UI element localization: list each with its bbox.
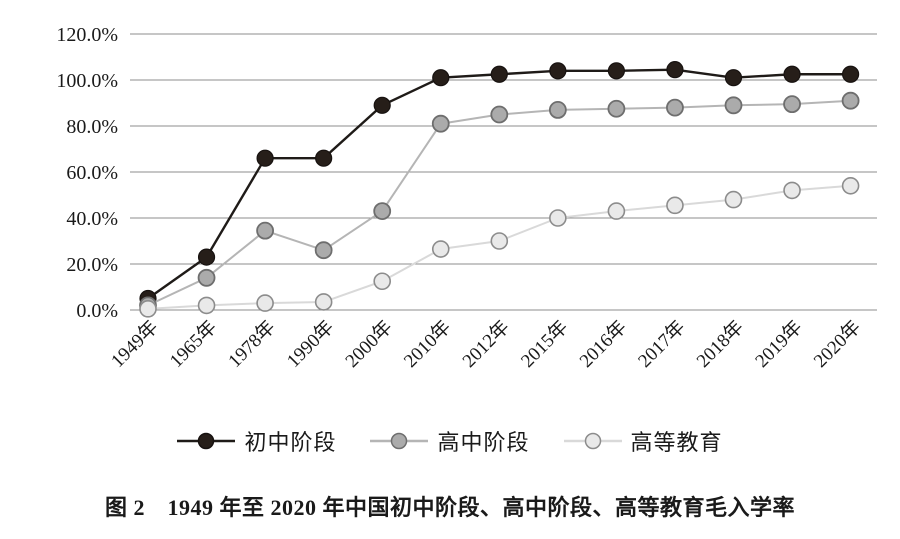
x-tick-label: 2015年 [517,316,573,372]
x-tick-label: 1965年 [165,316,221,372]
data-point-marker [197,268,216,287]
data-point-marker [431,240,450,258]
legend-item-senior-high: 高中阶段 [370,425,529,457]
data-point-marker [256,221,275,240]
data-point-marker [783,181,801,200]
data-point-marker [197,248,216,266]
x-tick-label: 2019年 [751,316,807,372]
data-point-marker [314,241,333,260]
data-point-marker [841,65,860,83]
legend-dot [584,432,601,450]
x-tick-label: 2020年 [809,316,865,372]
legend-label-junior-high: 初中阶段 [244,430,337,455]
legend-item-junior-high: 初中阶段 [177,425,336,457]
x-tick-label: 2018年 [692,316,748,372]
x-tick-label: 2016年 [575,316,631,372]
data-point-marker [490,232,509,250]
data-point-marker [724,190,743,209]
figure-caption: 图 2 1949 年至 2020 年中国初中阶段、高中阶段、高等教育毛入学率 [104,495,795,520]
y-tick-label: 60.0% [66,162,118,184]
data-point-marker [314,293,333,311]
y-tick-label: 100.0% [56,70,118,92]
x-tick-label: 2017年 [634,316,690,372]
data-point-marker [373,272,392,291]
line-chart: 120.0% 100.0% 80.0% 60.0% 40.0% 20.0% 0.0% 1949… [56,24,877,372]
y-tick-label: 20.0% [66,254,118,276]
data-point-marker [724,96,743,115]
data-point-marker [549,62,567,80]
data-point-marker [373,202,392,221]
data-point-marker [256,294,274,312]
y-tick-label: 40.0% [66,208,118,230]
data-point-marker [841,91,860,110]
data-point-marker [432,69,450,87]
y-tick-label: 0.0% [76,300,118,322]
legend-marker-junior-high-icon [177,432,236,450]
data-point-marker [666,61,684,79]
data-point-marker [256,149,274,167]
series-line [147,99,851,307]
y-tick-label: 80.0% [66,116,118,138]
x-tick-label: 2010年 [399,316,455,372]
data-point-marker [431,114,450,133]
chart-canvas: 120.0% 100.0% 80.0% 60.0% 40.0% 20.0% 0.0%1949… [56,24,877,372]
legend-dot [391,432,408,450]
chart-legend: 初中阶段 高中阶段 高等教育 [0,418,900,464]
x-tick-label: 2000年 [341,316,397,372]
data-point-marker [548,101,567,119]
data-point-marker [841,177,860,195]
legend-marker-higher-education-icon [563,432,622,450]
legend-item-higher-education: 高等教育 [563,425,723,457]
legend-label-senior-high: 高中阶段 [437,430,530,455]
data-point-marker [197,296,216,315]
data-point-marker [783,65,801,83]
data-point-marker [607,99,626,118]
data-point-marker [724,69,743,87]
data-point-marker [315,149,333,167]
data-point-marker [666,98,684,117]
x-tick-label: 1990年 [282,316,338,372]
x-tick-label: 1949年 [107,316,163,372]
data-point-marker [139,300,157,318]
legend-marker-senior-high-icon [370,432,429,450]
x-tick-label: 1978年 [224,316,280,372]
y-tick-label: 120.0% [56,24,118,46]
data-point-marker [607,62,626,80]
data-point-marker [607,202,626,220]
x-tick-label: 2012年 [458,316,514,372]
data-point-marker [783,95,801,114]
data-point-marker [373,96,391,114]
legend-dot [198,432,215,450]
data-point-marker [549,209,567,227]
legend-label-higher-education: 高等教育 [630,430,723,455]
data-point-marker [490,105,509,124]
data-point-marker [490,65,508,83]
data-point-marker [666,196,684,215]
